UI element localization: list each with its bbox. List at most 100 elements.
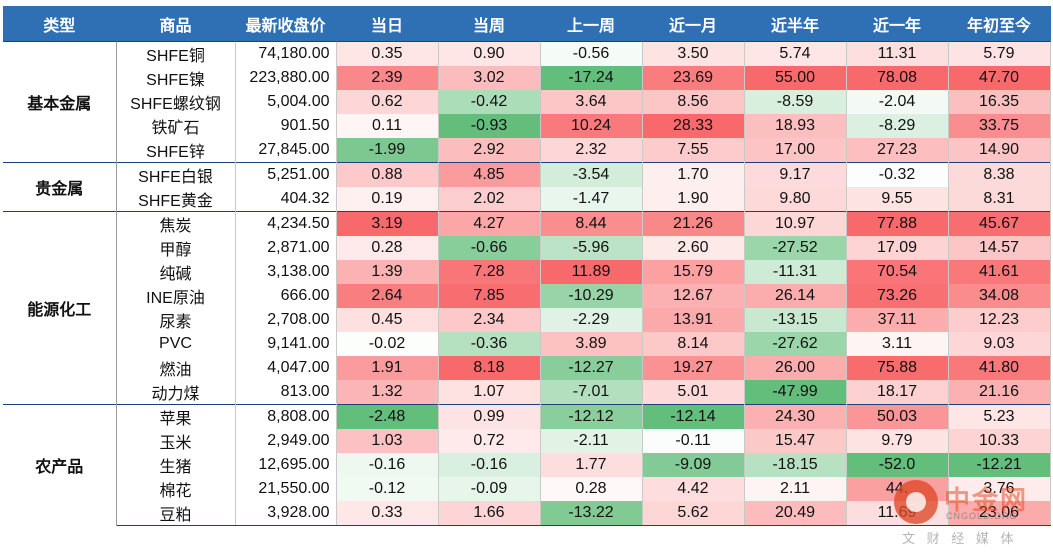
change-pct-cell: -27.52 — [744, 236, 847, 260]
change-pct-cell: 1.39 — [336, 260, 439, 284]
change-pct-cell: 9.17 — [744, 162, 847, 187]
latest-close-price: 5,004.00 — [235, 90, 337, 114]
change-pct-cell: -2.48 — [336, 403, 439, 429]
table-row: 燃油 4,047.00 1.91 8.18 -12.27 19.27 26.00 75.88 4… — [3, 355, 1051, 380]
change-pct-cell: 3.76 — [948, 476, 1051, 501]
category-cell: 能源化工 — [3, 211, 117, 405]
change-pct-cell: -52.0 — [846, 452, 949, 477]
change-pct-cell: 5.79 — [948, 41, 1051, 66]
commodity-name: 燃油 — [116, 355, 236, 380]
commodity-name: 铁矿石 — [116, 114, 236, 138]
table-row: SHFE黄金 404.32 0.19 2.02 -1.47 1.90 9.80 9.55 8.3… — [3, 187, 1051, 212]
change-pct-cell: 3.50 — [642, 41, 745, 66]
change-pct-cell: -3.54 — [540, 162, 643, 187]
change-pct-cell: 2.02 — [438, 187, 541, 212]
column-header: 年初至今 — [948, 6, 1051, 42]
table-row: 豆粕 3,928.00 0.33 1.66 -13.22 5.62 20.49 11.69 23… — [3, 500, 1051, 526]
column-header: 当日 — [336, 6, 439, 42]
table-row: PVC 9,141.00 -0.02 -0.36 3.89 8.14 -27.62 3.11 9… — [3, 332, 1051, 356]
change-pct-cell: -0.02 — [336, 332, 439, 356]
column-header: 近一月 — [642, 6, 745, 42]
change-pct-cell: -12.27 — [540, 355, 643, 380]
latest-close-price: 8,808.00 — [235, 403, 337, 429]
latest-close-price: 2,871.00 — [235, 236, 337, 260]
latest-close-price: 666.00 — [235, 284, 337, 308]
change-pct-cell: -0.16 — [438, 452, 541, 477]
category-cell: 贵金属 — [3, 162, 117, 212]
commodity-name: 尿素 — [116, 308, 236, 332]
latest-close-price: 3,138.00 — [235, 260, 337, 284]
change-pct-cell: 8.56 — [642, 90, 745, 114]
commodity-name: 动力煤 — [116, 379, 236, 405]
change-pct-cell: -0.36 — [438, 332, 541, 356]
change-pct-cell: 2.34 — [438, 308, 541, 332]
change-pct-cell: -0.32 — [846, 162, 949, 187]
change-pct-cell: 0.19 — [336, 187, 439, 212]
change-pct-cell: 41.61 — [948, 260, 1051, 284]
commodity-name: SHFE锌 — [116, 138, 236, 163]
change-pct-cell: 8.44 — [540, 211, 643, 236]
change-pct-cell: 8.38 — [948, 162, 1051, 187]
change-pct-cell: -12.21 — [948, 452, 1051, 477]
change-pct-cell: 0.35 — [336, 41, 439, 66]
latest-close-price: 4,047.00 — [235, 355, 337, 380]
change-pct-cell: 10.33 — [948, 428, 1051, 453]
change-pct-cell: 0.90 — [438, 41, 541, 66]
change-pct-cell: 0.99 — [438, 403, 541, 429]
change-pct-cell: 0.45 — [336, 308, 439, 332]
change-pct-cell: -27.62 — [744, 332, 847, 356]
table-row: 生猪 12,695.00 -0.16 -0.16 1.77 -9.09 -18.15 -52.… — [3, 452, 1051, 477]
change-pct-cell: 0.28 — [336, 236, 439, 260]
latest-close-price: 2,708.00 — [235, 308, 337, 332]
commodity-name: 棉花 — [116, 476, 236, 501]
change-pct-cell: -13.15 — [744, 308, 847, 332]
table-row: 玉米 2,949.00 1.03 0.72 -2.11 -0.11 15.47 9.79 10.… — [3, 428, 1051, 453]
column-header: 类型 — [3, 6, 117, 42]
change-pct-cell: 0.72 — [438, 428, 541, 453]
change-pct-cell: 78.08 — [846, 66, 949, 90]
change-pct-cell: 18.93 — [744, 114, 847, 138]
change-pct-cell: 0.28 — [540, 476, 643, 501]
change-pct-cell: -17.24 — [540, 66, 643, 90]
change-pct-cell: 18.17 — [846, 379, 949, 405]
latest-close-price: 813.00 — [235, 379, 337, 405]
change-pct-cell: 5.62 — [642, 500, 745, 526]
change-pct-cell: 11.69 — [846, 500, 949, 526]
commodity-name: SHFE黄金 — [116, 187, 236, 212]
change-pct-cell: 26.00 — [744, 355, 847, 380]
commodity-name: 玉米 — [116, 428, 236, 453]
change-pct-cell: 9.79 — [846, 428, 949, 453]
table-row: SHFE螺纹钢 5,004.00 0.62 -0.42 3.64 8.56 -8.59 -2.… — [3, 90, 1051, 114]
change-pct-cell: 41.80 — [948, 355, 1051, 380]
change-pct-cell: 8.14 — [642, 332, 745, 356]
change-pct-cell: 7.28 — [438, 260, 541, 284]
change-pct-cell: 77.88 — [846, 211, 949, 236]
change-pct-cell: 1.07 — [438, 379, 541, 405]
commodity-name: INE原油 — [116, 284, 236, 308]
latest-close-price: 9,141.00 — [235, 332, 337, 356]
change-pct-cell: -2.11 — [540, 428, 643, 453]
change-pct-cell: 17.00 — [744, 138, 847, 163]
change-pct-cell: 19.27 — [642, 355, 745, 380]
change-pct-cell: 14.57 — [948, 236, 1051, 260]
change-pct-cell: 21.16 — [948, 379, 1051, 405]
latest-close-price: 4,234.50 — [235, 211, 337, 236]
table-row: 铁矿石 901.50 0.11 -0.93 10.24 28.33 18.93 -8.29 33… — [3, 114, 1051, 138]
latest-close-price: 3,928.00 — [235, 500, 337, 526]
change-pct-cell: 50.03 — [846, 403, 949, 429]
change-pct-cell: 4.27 — [438, 211, 541, 236]
column-header: 最新收盘价 — [235, 6, 337, 42]
latest-close-price: 12,695.00 — [235, 452, 337, 477]
latest-close-price: 2,949.00 — [235, 428, 337, 453]
change-pct-cell: -11.31 — [744, 260, 847, 284]
change-pct-cell: 11.31 — [846, 41, 949, 66]
change-pct-cell: -0.12 — [336, 476, 439, 501]
change-pct-cell: -7.01 — [540, 379, 643, 405]
change-pct-cell: 2.60 — [642, 236, 745, 260]
commodity-performance-table: 类型 商品 最新收盘价 当日 当周 上一周 近一月 近半年 近一年 年初至今 基本金属 SHFE铜 7… — [3, 6, 1051, 526]
table-row: 基本金属 SHFE铜 74,180.00 0.35 0.90 -0.56 3.50 5.74 1… — [3, 41, 1051, 163]
change-pct-cell: -18.15 — [744, 452, 847, 477]
change-pct-cell: -5.96 — [540, 236, 643, 260]
commodity-name: 豆粕 — [116, 500, 236, 526]
change-pct-cell: 1.03 — [336, 428, 439, 453]
